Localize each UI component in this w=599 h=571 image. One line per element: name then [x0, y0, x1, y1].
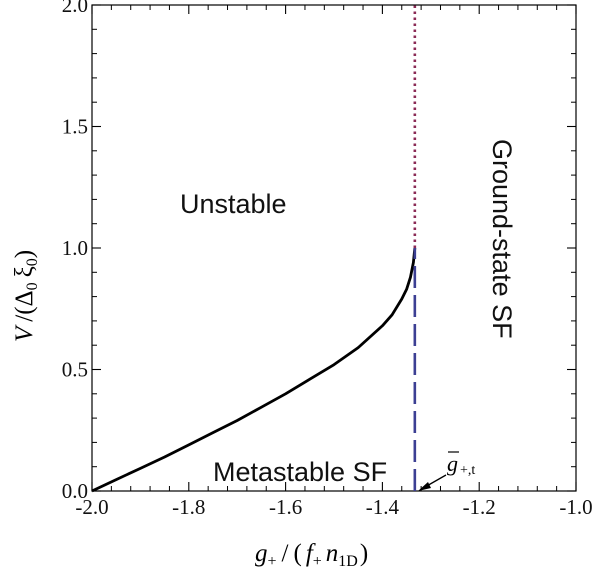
annotation-symbol: g — [447, 451, 458, 476]
critical-point-annotation: g +,t — [418, 451, 475, 491]
annotation-arrow-head — [418, 482, 431, 491]
x-tick-label: -1.6 — [269, 495, 302, 519]
region-unstable-label: Unstable — [180, 189, 287, 219]
x-tick-label: -1.8 — [172, 495, 205, 519]
x-tick-label: -1.0 — [559, 495, 592, 519]
y-tick-label: 0.5 — [62, 358, 88, 382]
x-tick-label: -2.0 — [75, 495, 108, 519]
x-tick-label: -1.4 — [366, 495, 400, 519]
x-axis-label: g+ /(f+ n1D) — [255, 540, 368, 570]
region-ground-state-label: Ground-state SF — [487, 139, 517, 339]
y-tick-label: 1.0 — [62, 236, 88, 260]
annotation-subscript: +,t — [460, 463, 475, 478]
y-axis-label: V/(Δ0ξ0) — [11, 250, 41, 342]
x-tick-label: -1.2 — [463, 495, 496, 519]
tick-marks — [91, 4, 577, 492]
data-series — [91, 5, 417, 493]
y-tick-label: 1.5 — [62, 115, 88, 139]
region-metastable-label: Metastable SF — [213, 457, 387, 487]
y-tick-label: 0.0 — [62, 479, 88, 503]
series-solid-line — [91, 247, 417, 493]
y-tick-label: 2.0 — [62, 0, 88, 17]
tick-labels: -2.0 -1.8 -1.6 -1.4 -1.2 -1.0 0.0 0.5 1.0 1.5 2.0 — [62, 0, 593, 519]
